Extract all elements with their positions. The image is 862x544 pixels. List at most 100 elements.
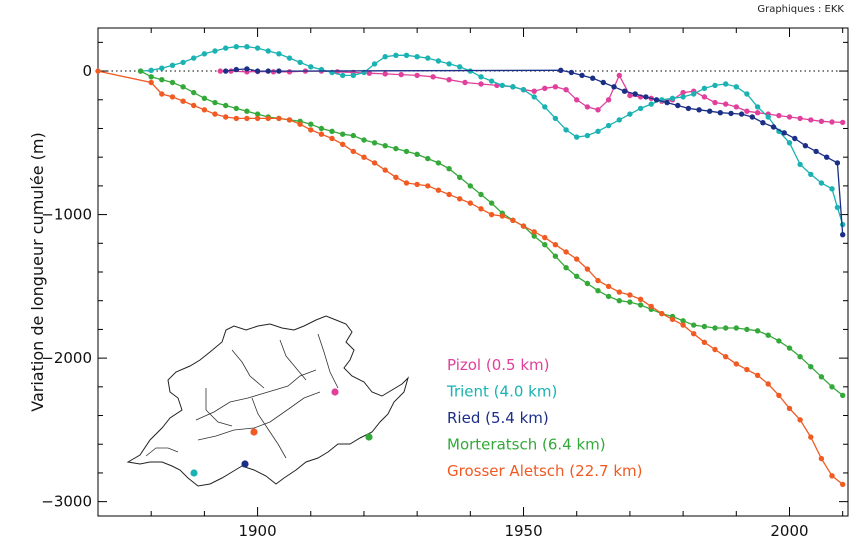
trient-point (669, 95, 676, 102)
morteratsch-point (776, 338, 782, 344)
grosser-point (765, 381, 771, 387)
grosser-point (361, 154, 367, 160)
y-tick-label: 0 (82, 62, 92, 80)
trient-point (531, 94, 537, 100)
trient-point (595, 128, 601, 134)
trient-point (201, 51, 208, 57)
morteratsch-point (350, 132, 356, 139)
grosser-point (223, 114, 229, 120)
grosser-point (605, 283, 612, 290)
ried-point (579, 72, 585, 79)
y-axis-label: Variation de longueur cumulée (m) (28, 132, 47, 411)
ried-point (664, 99, 670, 106)
morteratsch-point (691, 322, 697, 328)
legend-entry: Ried (5.4 km) (447, 409, 549, 427)
trient-point (435, 58, 442, 64)
grosser-point (382, 167, 388, 173)
ried-line (225, 68, 844, 235)
grosser-point (297, 121, 303, 127)
pizol-point (627, 92, 633, 99)
grosser-point (393, 174, 399, 180)
morteratsch-point (595, 288, 601, 294)
ried-location-marker (241, 460, 249, 468)
grosser-point (212, 111, 218, 117)
ried-point (770, 124, 777, 130)
trient-point (308, 64, 314, 70)
pizol-point (270, 69, 277, 75)
map-border-line (231, 349, 265, 389)
trient-point (244, 44, 250, 50)
morteratsch-point (244, 108, 250, 114)
grosser-point (691, 331, 697, 337)
grosser-point (818, 455, 825, 462)
ried-point (834, 160, 841, 166)
ried-point (840, 232, 846, 238)
ried-point (696, 107, 702, 113)
morteratsch-point (786, 345, 793, 351)
grosser-point (723, 354, 729, 360)
grosser-point (276, 115, 282, 122)
trient-point (563, 127, 569, 133)
morteratsch-point (435, 160, 442, 166)
map-border-line (279, 339, 307, 381)
morteratsch-point (754, 328, 761, 334)
grosser-point (659, 310, 665, 317)
grosser-point (159, 91, 165, 97)
trient-point (297, 59, 303, 66)
grosser-point (733, 361, 739, 367)
trient-point (733, 84, 739, 90)
ried-point (749, 114, 755, 120)
trient-point (754, 104, 761, 110)
grosser-point (595, 277, 601, 284)
pizol-point (680, 89, 686, 96)
morteratsch-point (201, 95, 208, 102)
grosser-point (712, 346, 718, 353)
ried-point (813, 148, 819, 155)
grosser-point (435, 187, 442, 193)
morteratsch-point (765, 332, 771, 338)
morteratsch-point (584, 280, 591, 287)
morteratsch-point (744, 326, 750, 333)
map-border-line (145, 447, 179, 457)
grosser-point (510, 217, 516, 223)
trient-point (223, 45, 229, 51)
ried-point (781, 130, 787, 136)
grosser-point (254, 115, 261, 122)
trient-point (818, 180, 825, 186)
trient-point (786, 140, 793, 146)
ried-point (738, 111, 745, 117)
ried-point (728, 110, 734, 117)
pizol-point (542, 85, 548, 92)
morteratsch-point (212, 99, 218, 106)
pizol-point (754, 110, 761, 116)
morteratsch-point (531, 233, 537, 239)
morteratsch-location-marker (365, 433, 373, 441)
grosser-point (371, 160, 378, 166)
series-2 (223, 66, 846, 238)
morteratsch-point (542, 242, 548, 248)
grosser-point (744, 366, 750, 373)
y-tick-label: −1000 (41, 206, 92, 224)
grosser-point (648, 303, 654, 310)
ried-point (611, 84, 617, 90)
grosser-point (478, 206, 484, 212)
map-border-line (195, 369, 317, 421)
pizol-point (563, 87, 569, 93)
morteratsch-point (797, 354, 803, 360)
morteratsch-point (723, 325, 729, 331)
grosser-point (786, 405, 793, 412)
grosser-point (180, 98, 186, 104)
grosser-point (286, 117, 293, 123)
morteratsch-point (616, 298, 622, 304)
morteratsch-point (478, 191, 484, 198)
pizol-point (398, 71, 404, 78)
morteratsch-point (563, 265, 569, 271)
morteratsch-point (733, 325, 739, 331)
grosser-point (531, 229, 537, 235)
chart-credit: Graphiques : EKK (757, 4, 844, 15)
series-layer (95, 44, 846, 488)
x-tick-label: 2000 (770, 522, 808, 540)
pizol-point (414, 72, 420, 79)
trient-point (510, 84, 516, 90)
pizol-point (712, 99, 718, 106)
